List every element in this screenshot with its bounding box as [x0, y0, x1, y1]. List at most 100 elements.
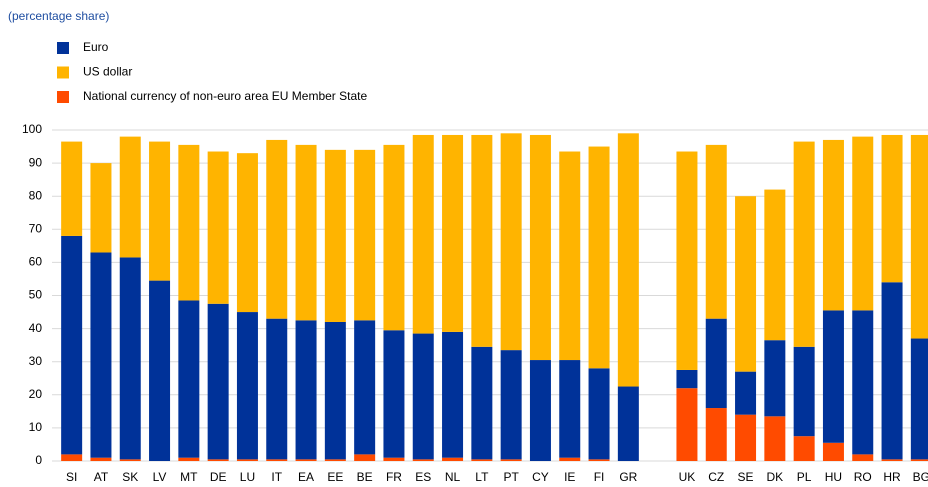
bar-segment [764, 340, 786, 417]
bar-segment [90, 163, 112, 253]
bar-segment [119, 257, 141, 460]
x-tick-label: BE [357, 470, 373, 484]
x-tick-label: DE [210, 470, 227, 484]
bar-segment [383, 144, 405, 331]
bar-segment [178, 457, 200, 461]
legend-label: Euro [83, 40, 109, 54]
bar-segment [735, 414, 757, 461]
bar-segment [354, 454, 376, 461]
x-tick-label: SK [122, 470, 138, 484]
bar-segment [324, 459, 346, 461]
bar-segment [735, 371, 757, 415]
x-tick-label: AT [94, 470, 109, 484]
x-tick-label: IE [564, 470, 575, 484]
y-tick-label: 40 [29, 321, 43, 335]
legend-swatch [57, 66, 69, 79]
x-tick-label: EA [298, 470, 314, 484]
legend-swatch [57, 42, 69, 54]
bar-segment [442, 134, 464, 332]
bar-segment [90, 252, 112, 458]
bar-segment [588, 459, 610, 461]
x-tick-label: SI [66, 470, 77, 484]
bar-segment [559, 360, 581, 458]
bar-segment [764, 416, 786, 461]
x-tick-label: LV [153, 470, 167, 484]
legend-label: National currency of non-euro area EU Me… [83, 89, 367, 103]
bar-segment [822, 310, 844, 443]
bar-segment [119, 136, 141, 258]
bar-segment [705, 144, 727, 319]
bar-segment [149, 280, 171, 461]
bar-segment [471, 346, 493, 460]
bar-segment [764, 189, 786, 341]
bar-segment [500, 133, 522, 351]
x-tick-label: DK [767, 470, 784, 484]
bar-segment [676, 388, 698, 461]
bar-segment [910, 459, 928, 461]
bar-segment [588, 368, 610, 460]
bar-segment [295, 320, 317, 460]
bar-segment [881, 459, 903, 461]
x-tick-label: CZ [708, 470, 724, 484]
x-tick-label: HR [883, 470, 901, 484]
bar-segment [442, 457, 464, 461]
x-tick-label: HU [825, 470, 842, 484]
bar-segment [119, 459, 141, 461]
bar-segment [910, 134, 928, 339]
bar-segment [207, 459, 229, 461]
bar-segment [266, 459, 288, 461]
bar-segment [383, 457, 405, 461]
y-tick-label: 90 [29, 155, 43, 169]
bar-segment [705, 318, 727, 409]
bar-segment [852, 310, 874, 455]
bar-segment [295, 144, 317, 321]
bar-segment [705, 408, 727, 461]
bar-segment [471, 134, 493, 347]
bar-segment [852, 136, 874, 311]
bar-segment [852, 454, 874, 461]
x-tick-label: FI [594, 470, 605, 484]
legend: Euro US dollar National currency of non-eu… [57, 40, 367, 103]
x-tick-label: SE [738, 470, 754, 484]
bar-segment [236, 459, 258, 461]
bar-segment [910, 338, 928, 460]
x-tick-label: NL [445, 470, 461, 484]
bar-segment [354, 149, 376, 321]
bar-segment [324, 321, 346, 460]
bar-segment [822, 139, 844, 311]
bar-segment [266, 139, 288, 319]
x-tick-label: GR [619, 470, 637, 484]
bar-segment [617, 386, 639, 461]
legend-swatch [57, 91, 69, 103]
x-tick-label: ES [415, 470, 431, 484]
x-tick-label: IT [271, 470, 282, 484]
x-tick-label: PL [797, 470, 812, 484]
bar-segment [90, 457, 112, 461]
bar-segment [236, 312, 258, 460]
x-tick-label: UK [679, 470, 696, 484]
bar-segment [61, 141, 83, 236]
bar-segment [500, 459, 522, 461]
bar-segment [354, 320, 376, 455]
bar-segment [61, 235, 83, 455]
x-tick-label: LU [240, 470, 255, 484]
y-tick-label: 60 [29, 255, 43, 269]
bar-segment [793, 436, 815, 461]
bar-segment [178, 300, 200, 458]
bar-segment [412, 134, 434, 334]
bar-segment [383, 330, 405, 458]
bar-segment [617, 133, 639, 387]
bar-segment [881, 134, 903, 283]
bar-segment [178, 144, 200, 301]
bar-segment [559, 151, 581, 361]
bar-segment [295, 459, 317, 461]
bar-segment [412, 459, 434, 461]
bar-segment [207, 303, 229, 460]
x-tick-label: MT [180, 470, 198, 484]
bar-segment [500, 350, 522, 460]
x-tick-label: FR [386, 470, 402, 484]
bar-segment [676, 369, 698, 389]
bar-segment [149, 141, 171, 281]
bars: SI AT SK LV MT DE LU IT EA EE BE FR ES NL LT PT CY IE FI GR… [61, 133, 928, 484]
